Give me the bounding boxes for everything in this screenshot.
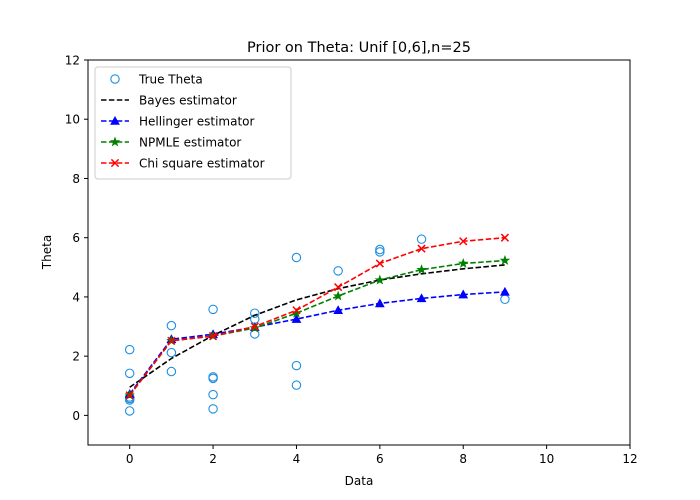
hellinger-estimator-point [291,314,302,323]
hellinger-estimator-point [500,286,510,296]
true-theta-point [208,389,218,400]
true-theta-point [375,244,385,255]
chi-square-estimator-line [129,236,505,396]
true-theta-point [291,252,302,263]
true-theta-point [333,266,343,276]
y-tick-label: 10 [65,113,80,127]
true-theta-point [166,320,177,331]
x-tick-label: 6 [376,452,384,466]
y-tick-label: 8 [72,172,80,186]
hellinger-estimator-point [333,305,344,315]
legend-label-hellinger-estimator: Hellinger estimator [139,115,255,129]
legend-marker-chi-square-estimator [110,158,120,168]
y-tick-label: 12 [65,54,80,68]
legend-label-true-theta: True Theta [138,73,203,87]
true-theta-point [208,404,218,414]
npmle-estimator-point [499,255,511,265]
x-tick-label: 12 [622,452,637,466]
true-theta-point [291,360,302,371]
legend-marker-true-theta [110,74,120,84]
plot-marks [124,233,511,416]
chi-square-estimator-point [334,283,343,292]
legend-marker-npmle-estimator [109,136,121,147]
axes: 0 2 4 6 8 10 12 0 2 4 6 8 10 12 [65,54,638,467]
legend: True Theta Bayes estimator Hellinger estim… [94,66,292,180]
npmle-estimator-point [416,264,427,275]
legend-label-chi-square-estimator: Chi square estimator [139,157,265,171]
x-tick-label: 10 [539,452,554,466]
legend-label-bayes-estimator: Bayes estimator [139,94,237,108]
npmle-estimator-point [374,274,386,285]
hellinger-estimator-line [129,291,505,395]
chi-square-estimator-point [375,259,384,268]
y-axis-label: Theta [40,235,54,270]
true-theta-point [208,373,218,384]
x-axis-label: Data [345,474,374,488]
legend-label-npmle-estimator: NPMLE estimator [139,136,241,150]
true-theta-point [250,308,260,318]
legend-marker-hellinger-estimator [110,115,120,125]
y-tick-label: 2 [72,350,80,364]
x-tick-label: 0 [126,452,134,466]
y-tick-label: 4 [72,290,80,304]
true-theta-point [208,304,218,315]
chi-square-estimator-point [292,306,301,315]
hellinger-estimator-point [458,289,469,299]
chi-square-estimator-point [167,336,176,345]
chi-square-estimator-point [250,322,259,331]
true-theta-point [375,247,385,257]
bayes-estimator-line [129,264,505,388]
x-tick-label: 8 [459,452,467,466]
npmle-estimator-point [332,290,344,301]
legend-box [94,66,292,180]
chi-square-estimator-point [208,331,218,341]
true-theta-point [124,368,135,379]
true-theta-point [124,406,135,416]
true-theta-point [166,366,177,377]
true-theta-point [291,380,302,390]
chi-square-estimator-point [417,244,426,253]
hellinger-estimator-point [374,298,385,308]
true-theta-point [166,347,177,358]
x-tick-label: 4 [293,452,301,466]
true-theta-point [416,234,427,244]
chi-square-estimator-point [459,237,468,246]
chi-square-estimator-point [500,233,510,242]
true-theta-point [124,344,135,355]
chart-title: Prior on Theta: Unif [0,6],n=25 [247,40,471,56]
hellinger-estimator-point [416,293,427,303]
npmle-estimator-point [458,257,469,268]
y-tick-label: 6 [72,231,80,245]
plot-frame [87,59,631,446]
y-tick-label: 0 [72,409,80,423]
chi-square-estimator-point [125,391,134,400]
x-tick-label: 2 [209,452,217,466]
